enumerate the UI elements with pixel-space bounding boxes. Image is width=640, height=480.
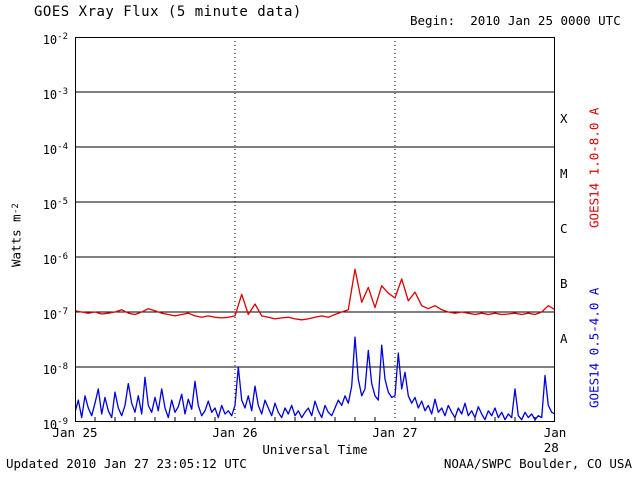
x-tick-jan27: Jan 27 bbox=[372, 425, 418, 440]
x-axis-tick-labels: Jan 25 Jan 26 Jan 27 Jan 28 bbox=[52, 425, 566, 455]
series-line bbox=[75, 268, 555, 321]
series-label-short-channel: GOES14 0.5-4.0 A bbox=[586, 287, 602, 409]
y-tick-label: 10-2 bbox=[42, 32, 68, 47]
flare-class-x: X bbox=[560, 111, 568, 126]
y-axis-title-exponent: -2 bbox=[11, 203, 21, 215]
chart-canvas bbox=[75, 37, 555, 422]
flare-class-b: B bbox=[560, 276, 568, 291]
y-axis-title: Watts m -2 bbox=[8, 165, 24, 305]
series-label-long-channel: GOES14 1.0-8.0 A bbox=[586, 107, 602, 229]
source-attribution: NOAA/SWPC Boulder, CO USA bbox=[443, 456, 632, 471]
x-tick-jan28: Jan 28 bbox=[543, 425, 567, 455]
y-tick-label: 10-4 bbox=[42, 142, 68, 157]
plot-border bbox=[75, 37, 555, 422]
y-tick-label: 10-6 bbox=[42, 252, 68, 267]
x-axis-title: Universal Time bbox=[262, 442, 368, 457]
x-tick-jan25: Jan 25 bbox=[52, 425, 98, 440]
y-tick-label: 10-8 bbox=[42, 362, 68, 377]
x-tick-jan26: Jan 26 bbox=[212, 425, 258, 440]
flare-class-c: C bbox=[560, 221, 568, 236]
y-axis-tick-labels: 10-2 10-3 10-4 10-5 10-6 10-7 10-8 10-9 bbox=[28, 32, 70, 432]
y-tick-label: 10-9 bbox=[42, 417, 68, 432]
page-title: GOES Xray Flux (5 minute data) bbox=[34, 4, 302, 20]
y-tick-label: 10-5 bbox=[42, 197, 68, 212]
y-tick-label: 10-7 bbox=[42, 307, 68, 322]
y-tick-label: 10-3 bbox=[42, 87, 68, 102]
series-line bbox=[75, 336, 555, 421]
begin-label: Begin: 2010 Jan 25 0000 UTC bbox=[410, 13, 621, 28]
updated-timestamp: Updated 2010 Jan 27 23:05:12 UTC bbox=[6, 456, 247, 471]
y-axis-title-text: Watts m bbox=[8, 214, 24, 267]
flare-class-a: A bbox=[560, 331, 568, 346]
flare-class-m: M bbox=[560, 166, 568, 181]
